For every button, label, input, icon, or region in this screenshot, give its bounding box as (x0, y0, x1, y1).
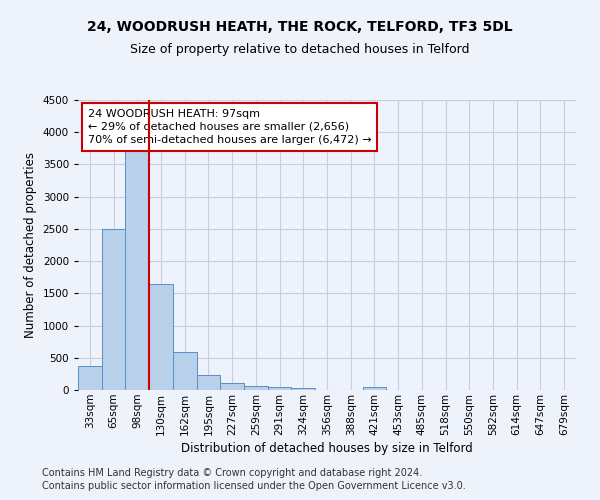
Bar (292, 388, 315, 390)
Text: 24, WOODRUSH HEATH, THE ROCK, TELFORD, TF3 5DL: 24, WOODRUSH HEATH, THE ROCK, TELFORD, T… (87, 20, 513, 34)
Bar (197, 375, 220, 390)
Text: Contains HM Land Registry data © Crown copyright and database right 2024.: Contains HM Land Registry data © Crown c… (42, 468, 422, 477)
Bar (149, 284, 173, 390)
Bar (102, 229, 125, 390)
Bar (78, 366, 102, 390)
Bar (268, 388, 292, 390)
Bar (362, 387, 386, 390)
Text: Contains public sector information licensed under the Open Government Licence v3: Contains public sector information licen… (42, 481, 466, 491)
Y-axis label: Number of detached properties: Number of detached properties (24, 152, 37, 338)
Text: 24 WOODRUSH HEATH: 97sqm
← 29% of detached houses are smaller (2,656)
70% of sem: 24 WOODRUSH HEATH: 97sqm ← 29% of detach… (88, 108, 371, 145)
X-axis label: Distribution of detached houses by size in Telford: Distribution of detached houses by size … (181, 442, 473, 455)
Bar (125, 148, 149, 390)
Text: Size of property relative to detached houses in Telford: Size of property relative to detached ho… (130, 42, 470, 56)
Bar (244, 386, 268, 390)
Bar (220, 383, 244, 390)
Bar (173, 352, 197, 390)
